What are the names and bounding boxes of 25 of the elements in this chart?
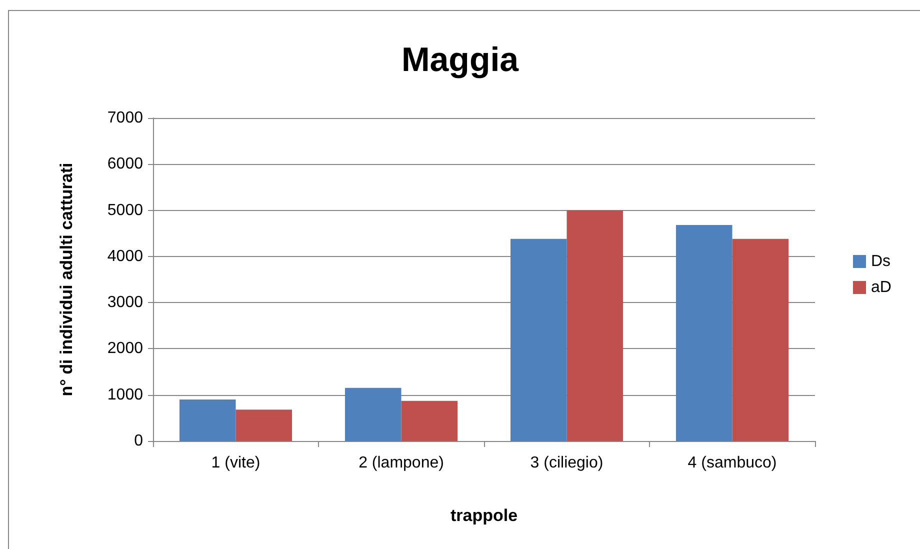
- legend-label: aD: [871, 279, 892, 296]
- y-tick-label: 0: [134, 432, 144, 450]
- bar: [676, 225, 732, 441]
- x-axis-title: trappole: [450, 506, 518, 525]
- y-axis-title: n° di individui adulti catturati: [57, 162, 76, 396]
- bar: [236, 410, 292, 441]
- x-tick-label: 3 (ciliegio): [530, 454, 604, 472]
- bar: [344, 388, 402, 441]
- x-tick-label: 1 (vite): [211, 454, 260, 472]
- y-tick-label: 2000: [107, 340, 144, 358]
- bar: [179, 399, 236, 441]
- y-tick-label: 5000: [107, 202, 144, 219]
- bar: [732, 238, 789, 441]
- bar: [401, 400, 458, 441]
- x-tick-label: 4 (sambuco): [688, 454, 777, 472]
- bar: [566, 210, 624, 441]
- y-tick-label: 6000: [107, 156, 144, 173]
- y-tick-label: 1000: [107, 386, 144, 404]
- bar: [510, 238, 567, 441]
- y-tick-label: 3000: [107, 294, 144, 312]
- chart-title: Maggia: [401, 41, 520, 79]
- legend-label: Ds: [871, 253, 891, 270]
- x-tick-label: 2 (lampone): [358, 454, 444, 472]
- y-tick-label: 4000: [107, 248, 144, 265]
- y-tick-label: 7000: [107, 110, 144, 126]
